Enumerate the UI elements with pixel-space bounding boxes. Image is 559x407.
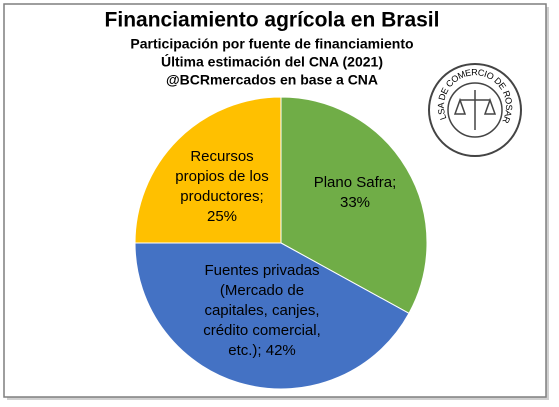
data-label: 33%	[340, 194, 370, 211]
data-label: etc.); 42%	[228, 342, 296, 359]
pie-slice	[280, 96, 428, 315]
data-label: (Mercado de	[220, 282, 304, 299]
data-label: Plano Safra;	[314, 174, 397, 191]
pie-slice	[134, 242, 410, 390]
data-label: capitales, canjes,	[204, 302, 319, 319]
chart-subtitle: Última estimación del CNA (2021)	[161, 53, 383, 70]
chart-subtitle: @BCRmercados en base a CNA	[166, 72, 378, 88]
chart-subtitle: Participación por fuente de financiamien…	[130, 36, 413, 52]
data-label: 25%	[207, 208, 237, 225]
logo-scales	[453, 90, 497, 130]
data-label: propios de los	[175, 168, 268, 185]
chart-title: Financiamiento agrícola en Brasil	[105, 9, 440, 32]
data-label: productores;	[180, 188, 263, 205]
data-label: Recursos	[190, 148, 253, 165]
pie-slice	[134, 96, 282, 244]
logo-inner-ring	[447, 82, 503, 138]
data-label: crédito comercial,	[203, 322, 321, 339]
data-label: Fuentes privadas	[204, 262, 319, 279]
